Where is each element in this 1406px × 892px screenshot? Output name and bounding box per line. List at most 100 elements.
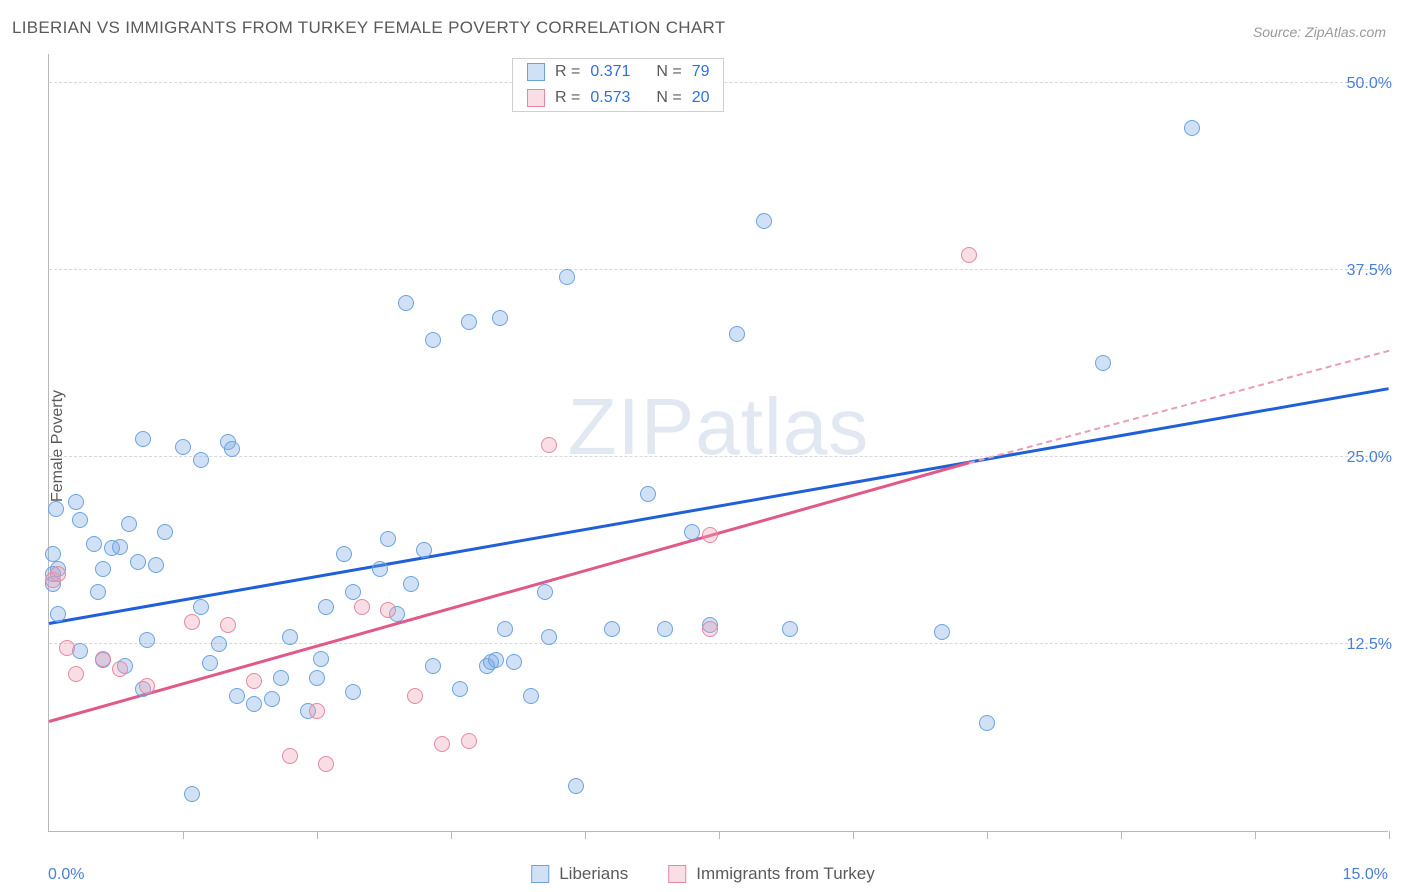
y-tick-label: 37.5% [1347,262,1392,280]
data-point [541,437,557,453]
data-point [452,681,468,697]
gridline [49,643,1388,644]
data-point [45,546,61,562]
n-label: N = [656,63,681,81]
data-point [48,501,64,517]
data-point [318,756,334,772]
x-tick-label: 0.0% [48,866,84,884]
data-point [461,314,477,330]
plot-area: ZIPatlas [48,54,1388,832]
r-label: R = [555,63,580,81]
x-tick [987,831,988,839]
data-point [59,640,75,656]
data-point [729,326,745,342]
data-point [264,691,280,707]
data-point [979,715,995,731]
data-point [492,310,508,326]
data-point [309,703,325,719]
data-point [318,599,334,615]
data-point [541,629,557,645]
data-point [175,439,191,455]
data-point [202,655,218,671]
data-point [211,636,227,652]
data-point [72,512,88,528]
data-point [121,516,137,532]
data-point [95,651,111,667]
watermark-bold: ZIP [568,382,695,471]
data-point [434,736,450,752]
n-label: N = [656,89,681,107]
data-point [229,688,245,704]
y-tick-label: 25.0% [1347,449,1392,467]
n-value: 79 [692,63,710,81]
data-point [86,536,102,552]
r-value: 0.573 [590,89,646,107]
x-tick-label: 15.0% [1343,866,1388,884]
data-point [220,617,236,633]
data-point [461,733,477,749]
data-point [336,546,352,562]
data-point [1095,355,1111,371]
data-point [756,213,772,229]
r-value: 0.371 [590,63,646,81]
data-point [157,524,173,540]
legend-item: Liberians [531,864,628,884]
data-point [961,247,977,263]
data-point [273,670,289,686]
legend-item: Immigrants from Turkey [668,864,875,884]
series-swatch [527,89,545,107]
data-point [380,602,396,618]
data-point [416,542,432,558]
data-point [95,561,111,577]
data-point [112,661,128,677]
data-point [425,658,441,674]
data-point [184,614,200,630]
chart-title: LIBERIAN VS IMMIGRANTS FROM TURKEY FEMAL… [12,18,725,38]
data-point [246,673,262,689]
data-point [425,332,441,348]
data-point [193,599,209,615]
data-point [506,654,522,670]
source-attribution: Source: ZipAtlas.com [1253,24,1386,40]
x-tick [585,831,586,839]
data-point [148,557,164,573]
series-swatch [527,63,545,81]
stats-legend: R =0.371N =79R =0.573N =20 [512,58,724,112]
data-point [345,584,361,600]
series-swatch [668,865,686,883]
data-point [684,524,700,540]
gridline [49,456,1388,457]
data-point [657,621,673,637]
data-point [193,452,209,468]
data-point [702,621,718,637]
y-tick-label: 12.5% [1347,636,1392,654]
data-point [68,494,84,510]
data-point [282,629,298,645]
data-point [50,566,66,582]
data-point [380,531,396,547]
data-point [354,599,370,615]
watermark: ZIPatlas [568,381,869,473]
data-point [139,678,155,694]
gridline [49,269,1388,270]
data-point [403,576,419,592]
data-point [135,431,151,447]
data-point [523,688,539,704]
x-tick [183,831,184,839]
x-tick [853,831,854,839]
data-point [497,621,513,637]
data-point [407,688,423,704]
stats-row: R =0.573N =20 [513,85,723,111]
data-point [184,786,200,802]
x-tick [1121,831,1122,839]
data-point [1184,120,1200,136]
data-point [782,621,798,637]
x-tick [317,831,318,839]
data-point [934,624,950,640]
series-swatch [531,865,549,883]
data-point [90,584,106,600]
x-tick [719,831,720,839]
data-point [372,561,388,577]
data-point [68,666,84,682]
data-point [282,748,298,764]
